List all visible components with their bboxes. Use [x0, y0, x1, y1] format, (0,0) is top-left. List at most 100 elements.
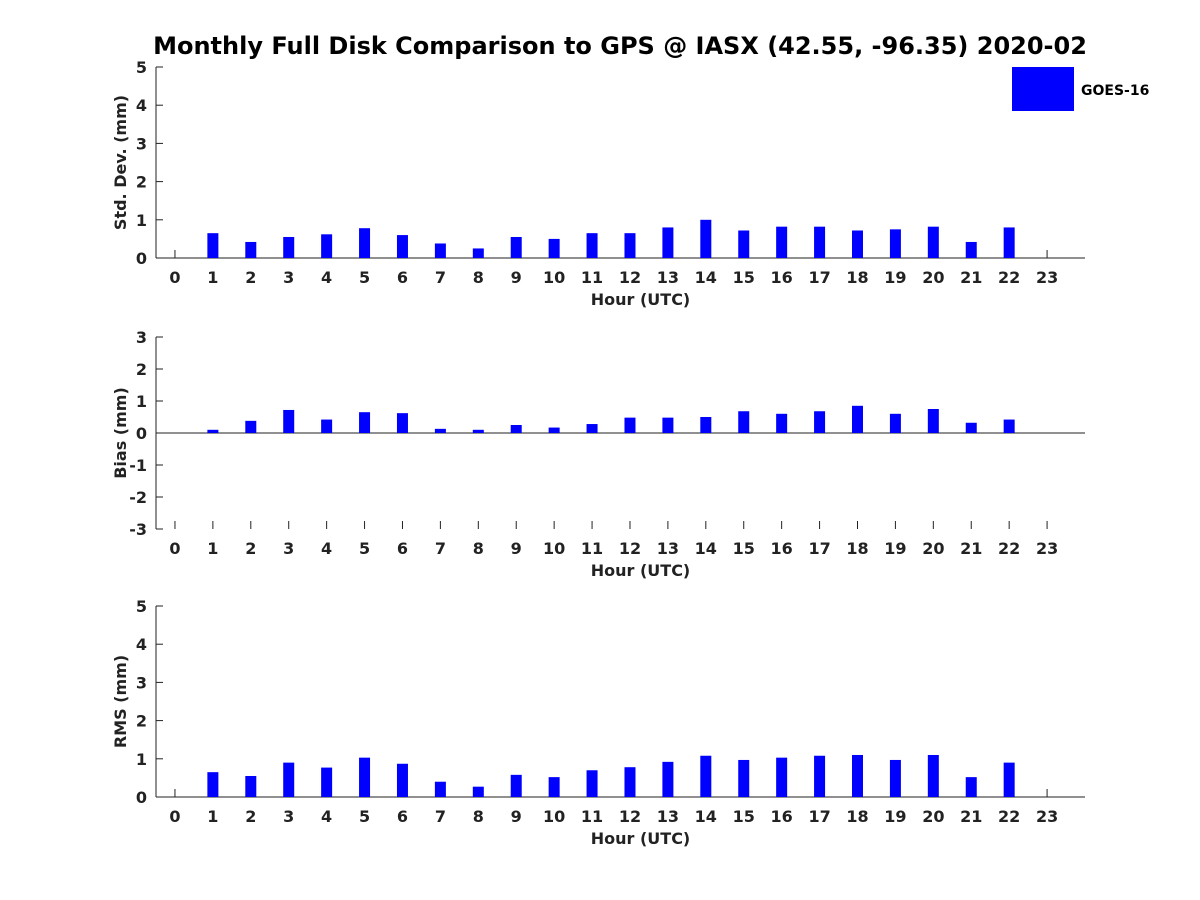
x-tick-label: 0	[169, 807, 180, 826]
bar-hour-17	[814, 755, 826, 797]
bar-hour-20	[927, 226, 939, 258]
x-tick-label: 12	[619, 268, 641, 287]
bar-hour-16	[776, 757, 788, 797]
bar-hour-7	[434, 428, 446, 433]
x-tick-label: 23	[1036, 268, 1058, 287]
y-tick-label: 4	[136, 635, 147, 654]
legend: GOES-16	[1012, 67, 1149, 111]
bar-hour-20	[927, 409, 939, 433]
x-tick-label: 17	[808, 539, 830, 558]
y-axis-label: Bias (mm)	[111, 387, 130, 479]
x-tick-label: 3	[283, 539, 294, 558]
x-tick-label: 3	[283, 807, 294, 826]
x-tick-label: 15	[733, 539, 755, 558]
bar-hour-5	[359, 757, 371, 797]
bar-hour-14	[700, 755, 712, 797]
x-tick-label: 0	[169, 539, 180, 558]
bar-hour-21	[965, 777, 977, 797]
bar-hour-1	[207, 772, 219, 797]
y-tick-label: 5	[136, 58, 147, 77]
x-tick-label: 12	[619, 807, 641, 826]
y-tick-label: 2	[136, 712, 147, 731]
y-tick-label: 0	[136, 249, 147, 268]
x-tick-label: 14	[695, 807, 717, 826]
x-tick-label: 4	[321, 268, 332, 287]
bar-hour-13	[662, 761, 674, 797]
x-tick-label: 23	[1036, 807, 1058, 826]
x-tick-label: 8	[473, 539, 484, 558]
x-tick-label: 22	[998, 268, 1020, 287]
legend-swatch	[1012, 67, 1074, 111]
x-tick-label: 2	[245, 539, 256, 558]
y-axis-label: RMS (mm)	[111, 655, 130, 748]
bar-hour-16	[776, 413, 788, 433]
bar-hour-7	[434, 243, 446, 258]
bar-hour-4	[321, 234, 333, 258]
bar-hour-1	[207, 429, 219, 433]
x-tick-label: 9	[511, 268, 522, 287]
bar-hour-12	[624, 233, 636, 258]
x-tick-label: 15	[733, 807, 755, 826]
bar-hour-19	[889, 229, 901, 258]
x-tick-label: 21	[960, 268, 982, 287]
legend-label: GOES-16	[1081, 83, 1149, 99]
x-tick-label: 2	[245, 268, 256, 287]
x-tick-label: 21	[960, 539, 982, 558]
x-tick-label: 8	[473, 268, 484, 287]
x-tick-label: 1	[207, 807, 218, 826]
x-tick-label: 5	[359, 268, 370, 287]
x-tick-label: 0	[169, 268, 180, 287]
x-tick-label: 17	[808, 268, 830, 287]
x-axis-label: Hour (UTC)	[591, 561, 691, 580]
y-tick-label: -3	[129, 520, 147, 539]
bar-hour-10	[548, 238, 560, 258]
x-tick-label: 14	[695, 539, 717, 558]
y-tick-label: 1	[136, 750, 147, 769]
bar-hour-9	[510, 236, 522, 258]
bar-hour-4	[321, 419, 333, 433]
x-tick-label: 6	[397, 539, 408, 558]
bar-hour-19	[889, 413, 901, 433]
chart-title: Monthly Full Disk Comparison to GPS @ IA…	[153, 32, 1087, 60]
x-tick-label: 17	[808, 807, 830, 826]
x-tick-label: 16	[771, 268, 793, 287]
x-tick-label: 9	[511, 539, 522, 558]
x-tick-label: 23	[1036, 539, 1058, 558]
bar-hour-2	[245, 241, 257, 258]
x-tick-label: 6	[397, 807, 408, 826]
x-axis-label: Hour (UTC)	[591, 290, 691, 309]
x-tick-label: 1	[207, 268, 218, 287]
bar-hour-3	[283, 236, 295, 258]
x-tick-label: 7	[435, 268, 446, 287]
bar-hour-15	[738, 759, 750, 797]
x-tick-label: 11	[581, 539, 603, 558]
bar-hour-14	[700, 219, 712, 258]
x-tick-label: 19	[884, 268, 906, 287]
x-tick-label: 20	[922, 807, 944, 826]
x-tick-label: 3	[283, 268, 294, 287]
bar-hour-3	[283, 409, 295, 433]
y-tick-label: 5	[136, 597, 147, 616]
bar-hour-7	[434, 781, 446, 797]
x-tick-label: 22	[998, 807, 1020, 826]
bar-hour-19	[889, 759, 901, 797]
y-tick-label: 2	[136, 360, 147, 379]
x-tick-label: 18	[846, 539, 868, 558]
bar-hour-11	[586, 424, 598, 433]
bar-hour-14	[700, 417, 712, 433]
bar-hour-22	[1003, 227, 1015, 258]
x-tick-label: 11	[581, 268, 603, 287]
x-tick-label: 6	[397, 268, 408, 287]
bar-hour-13	[662, 417, 674, 433]
bar-hour-11	[586, 770, 598, 797]
bar-hour-21	[965, 241, 977, 258]
bar-hour-9	[510, 774, 522, 797]
bar-hour-22	[1003, 762, 1015, 797]
x-tick-label: 9	[511, 807, 522, 826]
x-tick-label: 15	[733, 268, 755, 287]
x-tick-label: 2	[245, 807, 256, 826]
bar-hour-12	[624, 767, 636, 797]
